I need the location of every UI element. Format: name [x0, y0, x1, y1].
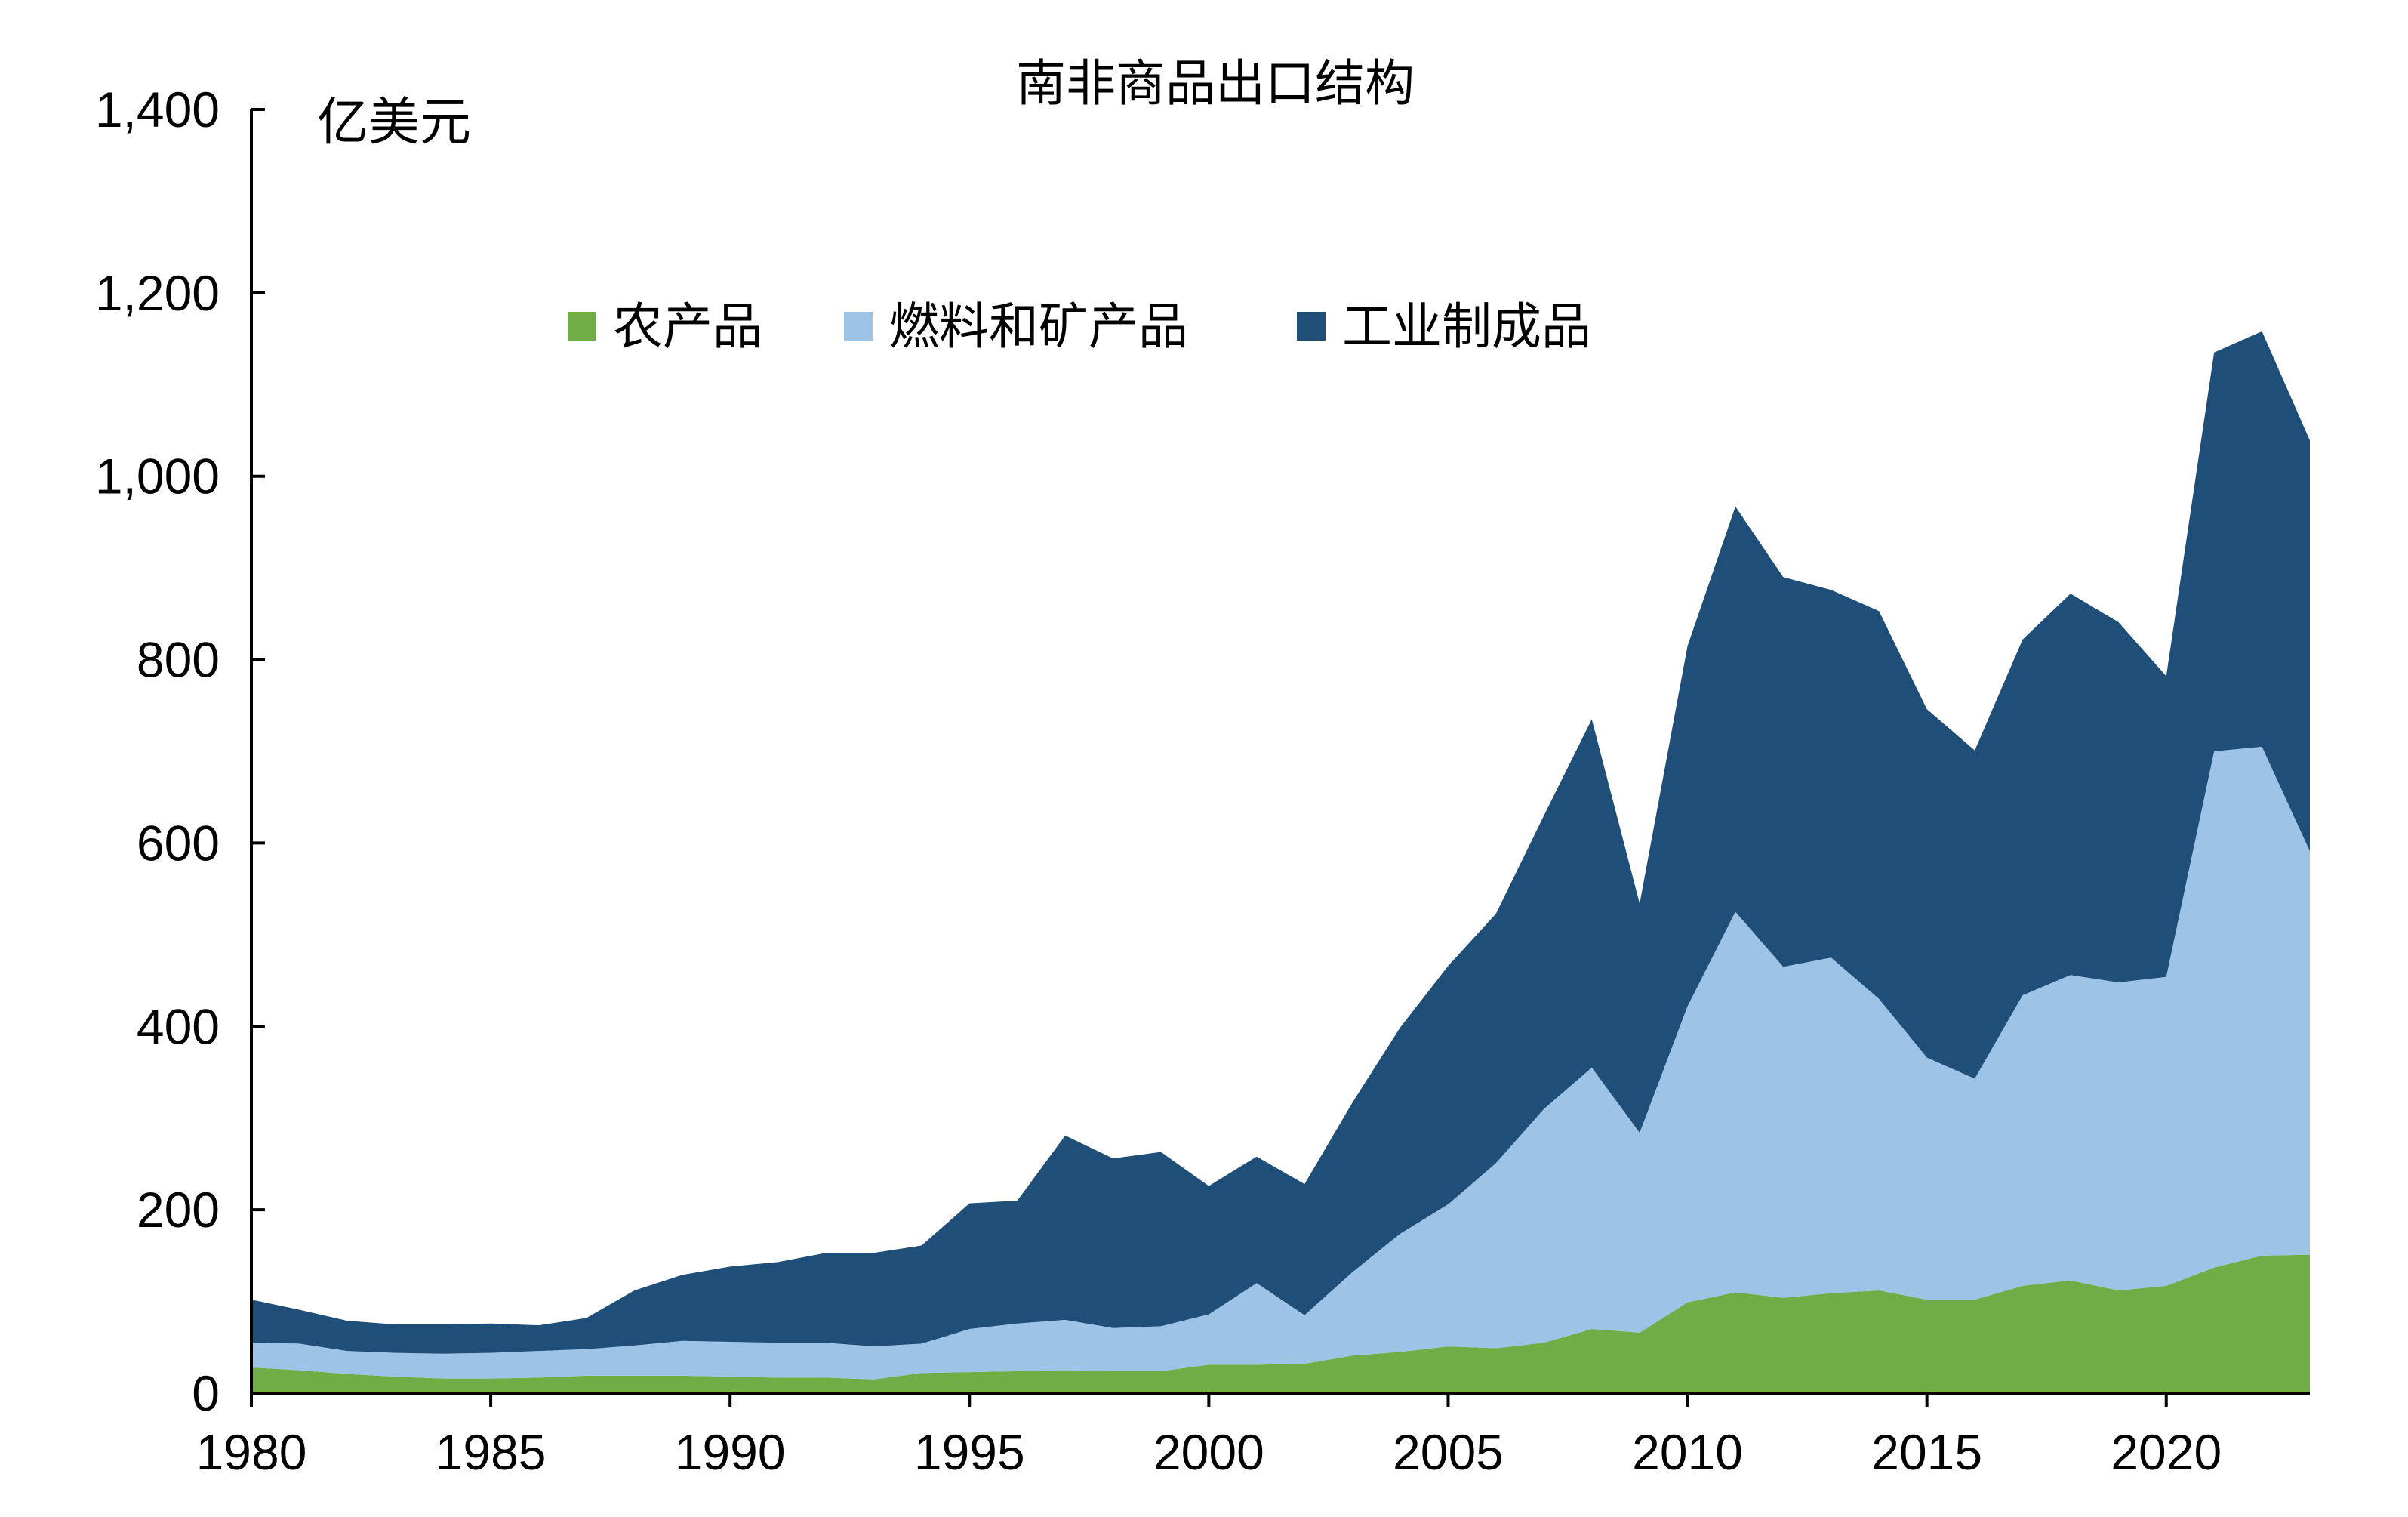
legend-label-1: 燃料和矿产品	[889, 298, 1188, 356]
legend-label-2: 工业制成品	[1342, 298, 1591, 356]
y-tick-label: 1,400	[95, 82, 220, 137]
chart-title: 南非商品出口结构	[1016, 54, 1415, 113]
area-series-2	[251, 331, 2310, 1354]
x-tick-label: 1985	[436, 1424, 547, 1480]
x-tick-label: 2020	[2111, 1424, 2222, 1480]
legend-swatch-1	[844, 312, 873, 341]
y-axis-unit-label: 亿美元	[317, 93, 471, 153]
legend-swatch-0	[568, 312, 596, 341]
x-tick-label: 2010	[1632, 1424, 1743, 1480]
y-tick-label: 400	[137, 998, 220, 1054]
y-axis-ticks: 0 200 400 600 800 1,000 1,200 1,400	[95, 82, 265, 1421]
x-tick-label: 1995	[914, 1424, 1025, 1480]
legend-label-0: 农产品	[613, 298, 762, 356]
x-tick-label: 2015	[1871, 1424, 1982, 1480]
y-tick-label: 600	[137, 815, 220, 871]
x-axis-ticks: 1980 1985 1990 1995 2000 2005 2010 2015 2020	[196, 1393, 2222, 1480]
y-tick-label: 800	[137, 632, 220, 688]
y-tick-label: 1,000	[95, 449, 220, 504]
x-tick-label: 1990	[675, 1424, 786, 1480]
legend: 农产品 燃料和矿产品 工业制成品	[568, 298, 1591, 356]
x-tick-label: 2005	[1393, 1424, 1504, 1480]
x-tick-label: 1980	[196, 1424, 307, 1480]
x-tick-label: 2000	[1153, 1424, 1264, 1480]
area-series-0	[251, 1254, 2310, 1393]
area-series-1	[251, 746, 2310, 1380]
y-tick-label: 200	[137, 1182, 220, 1238]
y-tick-label: 1,200	[95, 265, 220, 321]
legend-swatch-2	[1297, 312, 1326, 341]
stacked-areas	[251, 331, 2310, 1393]
y-tick-label: 0	[192, 1365, 220, 1421]
